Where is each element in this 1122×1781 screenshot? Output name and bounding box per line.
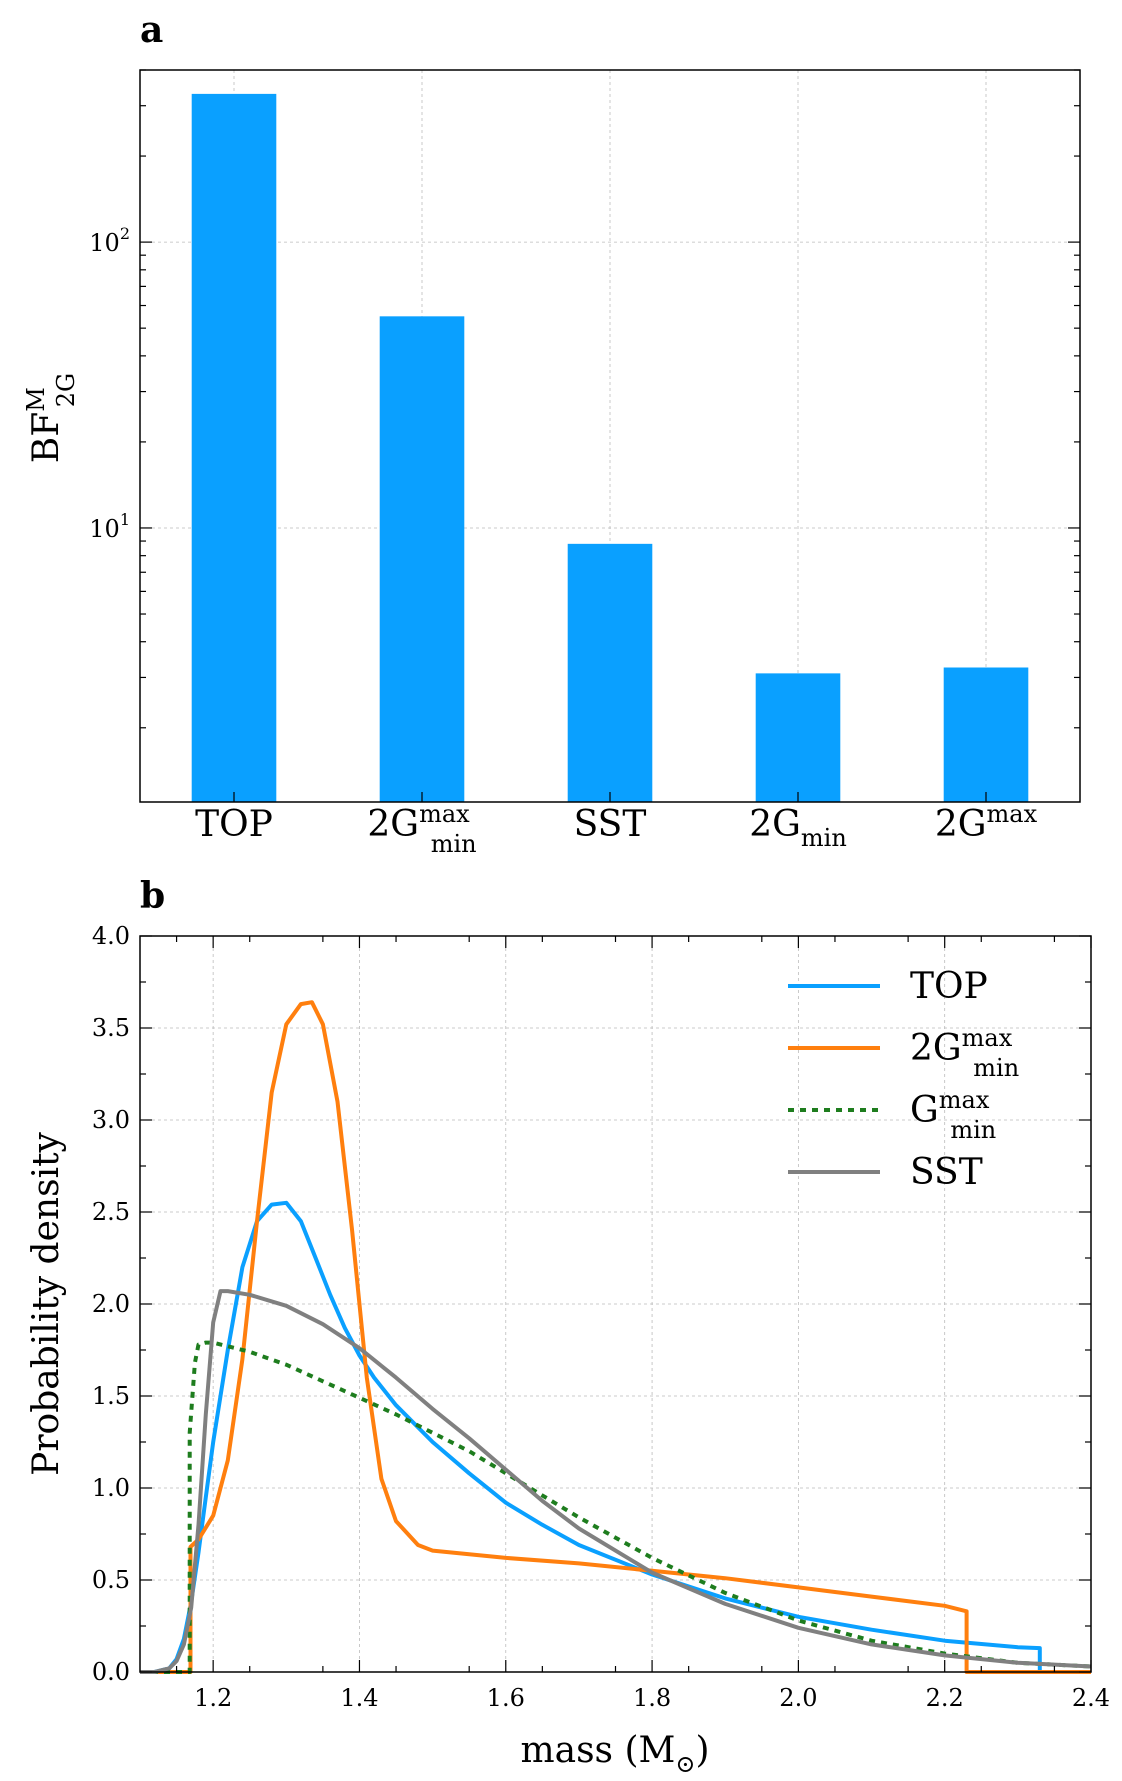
category-label-2Gmin: 2Gmin xyxy=(749,804,847,852)
bar-SST xyxy=(567,543,653,802)
x-tick-label: 2.2 xyxy=(926,1684,964,1712)
x-axis-label: mass (M⊙) xyxy=(520,1730,709,1778)
y-tick-label: 102 xyxy=(89,224,130,257)
bar-TOP xyxy=(191,93,277,803)
x-tick-label: 1.8 xyxy=(633,1684,671,1712)
category-label-2Gminmax: 2Gmax min xyxy=(367,800,476,858)
series-lines xyxy=(140,1000,1092,1674)
x-tick-label: 1.2 xyxy=(194,1684,232,1712)
panel-letter-a: a xyxy=(140,9,163,51)
legend-label-SST: SST xyxy=(910,1152,983,1193)
y-tick-label: 1.0 xyxy=(92,1474,130,1502)
x-tick-label: 2.4 xyxy=(1072,1684,1110,1712)
y-tick-label: 0.0 xyxy=(92,1658,130,1686)
legend-label-Gminmax: Gmax min xyxy=(910,1086,996,1144)
bars xyxy=(191,93,1029,803)
y-tick-label: 4.0 xyxy=(92,922,130,950)
legend-label-2Gminmax: 2Gmax min xyxy=(910,1024,1019,1082)
y-axis-label: Probability density xyxy=(26,1131,67,1475)
series-line-SST xyxy=(140,1289,1092,1674)
bar-2Gmin xyxy=(755,673,841,802)
bar-2Gminmax xyxy=(379,316,465,802)
line-chart-panel: b 1.2 1.4 1.6 1.8 2.0 2.2 2.4 0.0 0.5 1.0 1.5 2.0 2.… xyxy=(26,875,1110,1778)
category-label-2Gmax: 2Gmax xyxy=(935,800,1038,845)
y-axis-label: BFM2G xyxy=(22,373,80,463)
series-line-Gminmax xyxy=(140,1340,1092,1674)
series-line-TOP xyxy=(140,1200,1091,1674)
category-label-SST: SST xyxy=(574,804,647,845)
x-tick-label: 1.6 xyxy=(487,1684,525,1712)
y-tick-label: 1.5 xyxy=(92,1382,130,1410)
y-tick-label: 3.5 xyxy=(92,1014,130,1042)
y-tick-label: 101 xyxy=(89,510,130,543)
y-tick-label: 0.5 xyxy=(92,1566,130,1594)
y-tick-label: 3.0 xyxy=(92,1106,130,1134)
x-tick-label: 1.4 xyxy=(340,1684,378,1712)
x-tick-label: 2.0 xyxy=(779,1684,817,1712)
series-line-2Gminmax xyxy=(140,1000,1091,1674)
category-labels: TOP 2Gmax min SST 2Gmin 2Gmax xyxy=(195,800,1037,858)
bar-chart-panel: a 101 102 TOP 2Gmax min SST 2Gmin 2Gmax BFM2G xyxy=(22,9,1081,858)
y-tick-label: 2.0 xyxy=(92,1290,130,1318)
panel-letter-b: b xyxy=(140,875,165,917)
axis-ticks: 1.2 1.4 1.6 1.8 2.0 2.2 2.4 0.0 0.5 1.0 1.5 2.0 2.5 3… xyxy=(92,922,1110,1712)
y-axis-ticks: 101 102 xyxy=(89,69,1080,802)
category-label-TOP: TOP xyxy=(195,804,273,845)
legend-label-TOP: TOP xyxy=(910,966,988,1007)
bar-2Gmax xyxy=(943,667,1029,802)
y-tick-label: 2.5 xyxy=(92,1198,130,1226)
